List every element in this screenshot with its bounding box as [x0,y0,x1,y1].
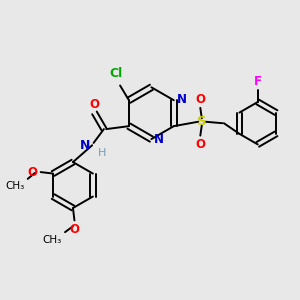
Text: F: F [254,75,262,88]
Text: CH₃: CH₃ [43,235,62,245]
Text: O: O [195,92,205,106]
Text: O: O [89,98,99,111]
Text: CH₃: CH₃ [5,181,24,191]
Text: O: O [69,223,80,236]
Text: N: N [177,93,187,106]
Text: Cl: Cl [109,67,122,80]
Text: O: O [195,138,205,151]
Text: S: S [197,115,207,128]
Text: N: N [80,139,90,152]
Text: O: O [28,166,38,178]
Text: H: H [98,148,106,158]
Text: N: N [154,133,164,146]
